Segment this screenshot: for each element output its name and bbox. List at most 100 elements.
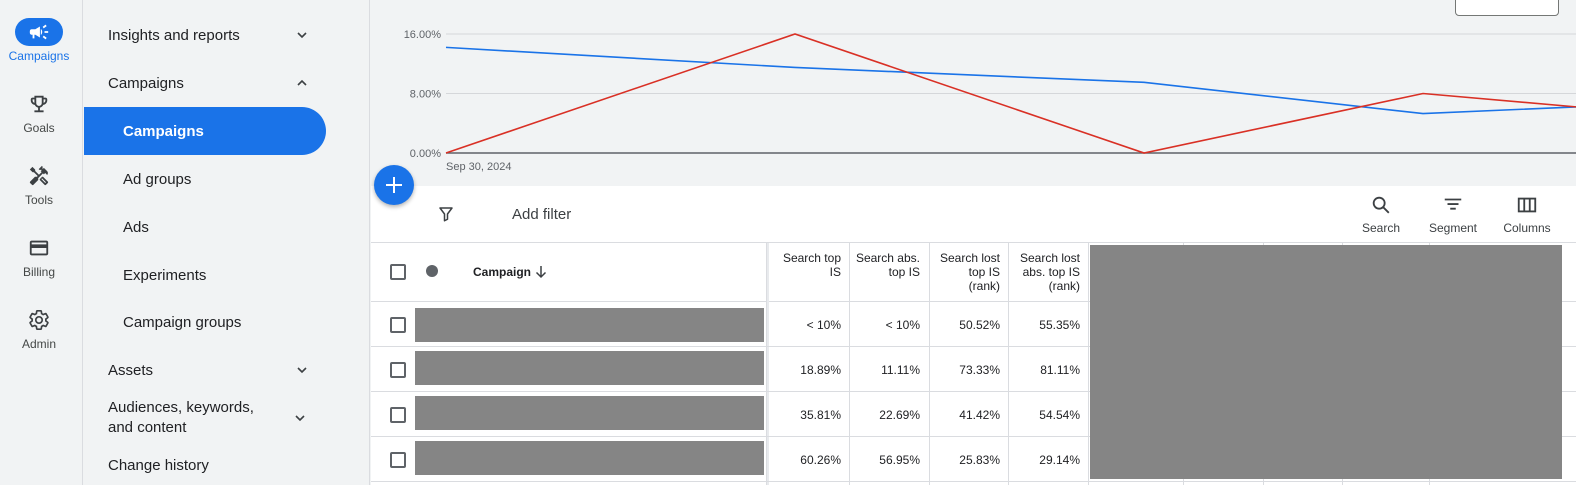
nav-insights-and-reports[interactable]: Insights and reports bbox=[84, 11, 326, 59]
table-row[interactable]: 60.26% 56.95% 25.83% 29.14% bbox=[371, 437, 1576, 482]
cell-value: 41.42% bbox=[959, 408, 1000, 422]
column-divider[interactable] bbox=[766, 243, 769, 485]
cell-value: 54.54% bbox=[1039, 408, 1080, 422]
row-checkbox[interactable] bbox=[390, 407, 406, 423]
nav-label: Assets bbox=[108, 361, 154, 379]
header-line: Search abs. bbox=[855, 251, 920, 265]
header-line: top IS bbox=[888, 265, 920, 279]
redacted-campaign-name bbox=[415, 308, 764, 342]
rail-label: Tools bbox=[24, 193, 53, 207]
rail-admin[interactable]: Admin bbox=[0, 306, 78, 351]
cell-value: < 10% bbox=[885, 318, 920, 332]
chart-options-button[interactable] bbox=[1455, 0, 1559, 16]
cell-value: 18.89% bbox=[800, 363, 841, 377]
nav-campaigns[interactable]: Campaigns bbox=[84, 107, 326, 155]
table-row[interactable]: 35.81% 22.69% 41.42% 54.54% bbox=[371, 392, 1576, 437]
col-search-lost-abs-top-is[interactable]: Search lost abs. top IS (rank) bbox=[1005, 251, 1080, 293]
table-header: Campaign Search top IS Search abs. top I… bbox=[371, 243, 1576, 302]
tool-label: Search bbox=[1361, 221, 1401, 235]
filter-icon[interactable] bbox=[437, 205, 455, 223]
nav-label: Change history bbox=[108, 456, 209, 474]
header-line: (rank) bbox=[1048, 279, 1080, 293]
nav-audiences-keywords-content[interactable]: Audiences, keywords, and content bbox=[84, 391, 324, 445]
status-icon bbox=[426, 265, 438, 277]
line-chart: 16.00% 8.00% 0.00% Sep 30, 2024 bbox=[404, 29, 1576, 173]
cell-value: 22.69% bbox=[879, 408, 920, 422]
trophy-icon bbox=[15, 90, 63, 118]
header-line: IS bbox=[829, 265, 841, 279]
header-line: abs. top IS bbox=[1022, 265, 1080, 279]
redacted-columns bbox=[1090, 245, 1562, 479]
columns-button[interactable]: Columns bbox=[1492, 194, 1562, 235]
chevron-up-icon bbox=[297, 79, 307, 86]
y-tick-label: 16.00% bbox=[404, 29, 442, 41]
tool-label: Segment bbox=[1428, 221, 1478, 235]
rail-campaigns[interactable]: Campaigns bbox=[0, 18, 78, 63]
sort-down-icon[interactable] bbox=[535, 265, 547, 279]
col-search-top-is[interactable]: Search top IS bbox=[771, 251, 841, 279]
filter-bar: Add filter Search Segment Columns bbox=[371, 186, 1576, 243]
nav-label: Insights and reports bbox=[108, 26, 240, 44]
chevron-down-icon bbox=[297, 32, 307, 39]
nav-campaigns-section[interactable]: Campaigns bbox=[84, 59, 326, 107]
search-icon bbox=[1372, 196, 1390, 214]
rail-label: Admin bbox=[21, 337, 56, 351]
search-button[interactable]: Search bbox=[1346, 194, 1416, 235]
column-divider bbox=[929, 243, 930, 485]
cell-value: 81.11% bbox=[1040, 363, 1080, 377]
nav-ad-groups[interactable]: Ad groups bbox=[84, 155, 326, 203]
row-checkbox[interactable] bbox=[390, 362, 406, 378]
column-divider bbox=[1008, 243, 1009, 485]
redacted-campaign-name bbox=[415, 351, 764, 385]
credit-card-icon bbox=[15, 234, 63, 262]
y-tick-label: 0.00% bbox=[410, 148, 441, 160]
table-row[interactable]: Text 18.89% 11.11% 73.33% 81.11% bbox=[371, 347, 1576, 392]
row-checkbox[interactable] bbox=[390, 452, 406, 468]
nav-label: Experiments bbox=[123, 266, 207, 284]
nav-label: Campaign groups bbox=[123, 313, 242, 331]
add-filter-button[interactable]: Add filter bbox=[512, 206, 572, 223]
tools-icon bbox=[15, 162, 63, 190]
rail-goals[interactable]: Goals bbox=[0, 90, 78, 135]
redacted-campaign-name bbox=[415, 441, 764, 475]
header-line: (rank) bbox=[968, 279, 1000, 293]
performance-chart: 16.00% 8.00% 0.00% Sep 30, 2024 bbox=[371, 0, 1576, 186]
nav-ads[interactable]: Ads bbox=[84, 203, 326, 251]
nav-label: Audiences, keywords, and content bbox=[108, 399, 254, 436]
rail-tools[interactable]: Tools bbox=[0, 162, 78, 207]
rail-label: Goals bbox=[23, 121, 55, 135]
select-all-checkbox[interactable] bbox=[390, 264, 406, 280]
nav-experiments[interactable]: Experiments bbox=[84, 251, 326, 299]
nav-assets[interactable]: Assets bbox=[84, 346, 326, 394]
col-search-lost-top-is[interactable]: Search lost top IS (rank) bbox=[930, 251, 1000, 293]
nav-campaign-groups[interactable]: Campaign groups bbox=[84, 298, 326, 346]
rail-label: Billing bbox=[22, 265, 55, 279]
create-button[interactable] bbox=[374, 165, 414, 205]
table-row[interactable]: < 10% < 10% 50.52% 55.35% bbox=[371, 302, 1576, 347]
col-search-abs-top-is[interactable]: Search abs. top IS bbox=[850, 251, 920, 279]
left-rail: Campaigns Goals Tools Billing Admin bbox=[0, 0, 83, 485]
segment-button[interactable]: Segment bbox=[1418, 194, 1488, 235]
header-line: Search top bbox=[782, 251, 841, 265]
rail-label: Campaigns bbox=[8, 49, 70, 63]
cell-value: 35.81% bbox=[800, 408, 841, 422]
row-checkbox[interactable] bbox=[390, 317, 406, 333]
x-tick-label: Sep 30, 2024 bbox=[446, 161, 511, 173]
side-nav: Insights and reports Campaigns Campaigns… bbox=[84, 0, 370, 485]
nav-change-history[interactable]: Change history bbox=[84, 441, 326, 485]
cell-value: 56.95% bbox=[879, 453, 920, 467]
header-line: top IS bbox=[968, 265, 1000, 279]
cell-value: 60.26% bbox=[800, 453, 841, 467]
nav-label: Campaigns bbox=[108, 74, 184, 92]
megaphone-icon bbox=[15, 18, 63, 46]
y-tick-label: 8.00% bbox=[410, 89, 441, 101]
rail-billing[interactable]: Billing bbox=[0, 234, 78, 279]
nav-label: Campaigns bbox=[123, 122, 204, 140]
cell-value: < 10% bbox=[806, 318, 841, 332]
cell-value: 50.52% bbox=[959, 318, 1000, 332]
segment-icon bbox=[1444, 198, 1462, 210]
campaign-column-header[interactable]: Campaign bbox=[473, 265, 532, 279]
column-divider bbox=[849, 243, 850, 485]
columns-icon bbox=[1517, 197, 1537, 213]
header-line: Search lost bbox=[939, 251, 1000, 265]
